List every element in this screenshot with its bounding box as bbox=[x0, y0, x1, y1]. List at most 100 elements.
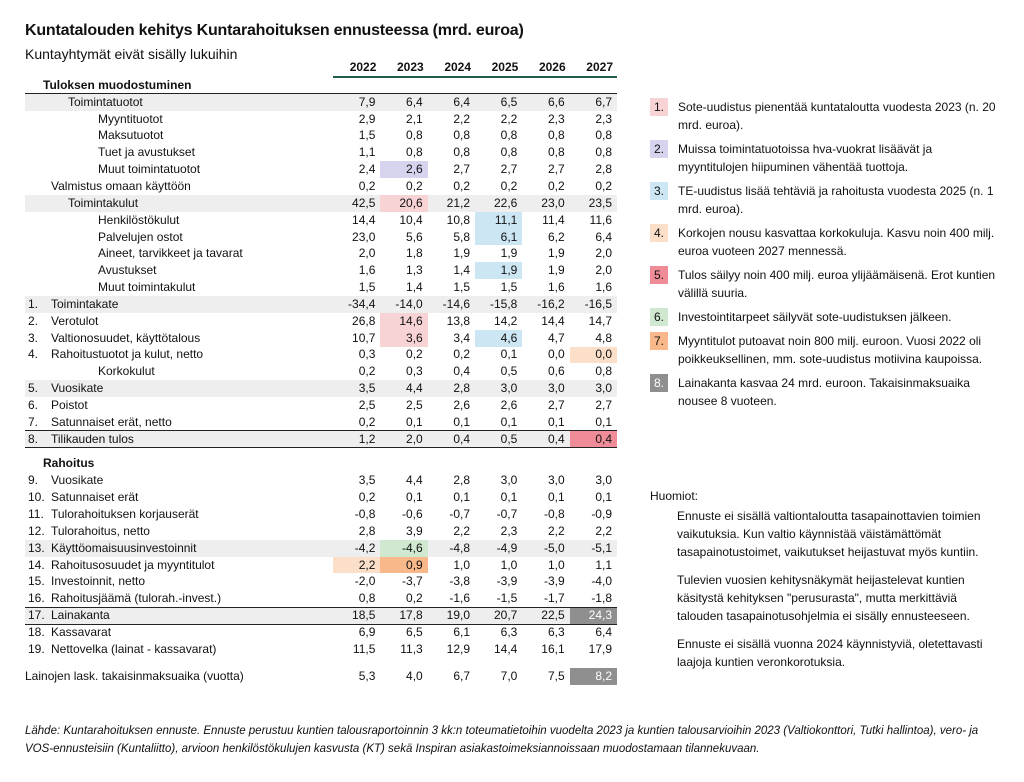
value-cell: 0,2 bbox=[500, 178, 518, 193]
page-title: Kuntatalouden kehitys Kuntarahoituksen e… bbox=[25, 22, 524, 39]
value-cell: 0,3 bbox=[406, 364, 423, 379]
empty-cell bbox=[380, 456, 427, 473]
table-row: 14. Rahoitusosuudet ja myyntitulot 2,2 0,9 1… bbox=[25, 556, 617, 574]
value-cell: -0,6 bbox=[402, 507, 423, 522]
value-cell: 0,8 bbox=[453, 128, 471, 143]
row-label: Valmistus omaan käyttöön bbox=[51, 178, 191, 193]
value-cell: -14,0 bbox=[380, 295, 428, 313]
value-cell: 7,9 bbox=[333, 93, 381, 111]
value-cell: -0,7 bbox=[496, 507, 518, 522]
note-text: Investointitarpeet säilyvät sote-uudistu… bbox=[678, 310, 952, 324]
value-cell: 5,6 bbox=[406, 229, 423, 244]
value-cell: 2,2 bbox=[333, 556, 381, 574]
value-cell: 4,4 bbox=[380, 380, 428, 398]
value-cell: 2,0 bbox=[595, 246, 612, 261]
value-cell: 2,7 bbox=[547, 162, 565, 177]
value-cell: 1,2 bbox=[333, 430, 381, 449]
value-cell: 2,7 bbox=[595, 397, 612, 412]
value-cell: -0,8 bbox=[354, 507, 376, 522]
row-label-cell: 1. Toimintakate bbox=[25, 295, 334, 313]
value-cell: 2,2 bbox=[500, 111, 518, 126]
value-cell: 0,8 bbox=[547, 145, 565, 160]
row-label: Satunnaiset erät bbox=[51, 490, 139, 505]
value-cell: -16,2 bbox=[522, 295, 570, 313]
note-text: TE-uudistus lisää tehtäviä ja rahoitusta… bbox=[678, 184, 994, 216]
value-cell: 1,0 bbox=[453, 557, 471, 572]
row-label-cell: 6. Poistot bbox=[25, 397, 333, 414]
note-badge: 3. bbox=[650, 182, 668, 200]
row-label-cell: 14. Rahoitusosuudet ja myyntitulot bbox=[25, 557, 333, 574]
value-cell: 0,5 bbox=[475, 430, 523, 449]
value-cell: 2,6 bbox=[380, 161, 428, 179]
value-cell: 2,0 bbox=[358, 246, 376, 261]
row-label: Poistot bbox=[51, 397, 88, 412]
value-cell: 1,6 bbox=[358, 263, 376, 278]
value-cell: -5,0 bbox=[522, 539, 570, 557]
row-label-cell: 19. Nettovelka (lainat - kassavarat) bbox=[25, 641, 333, 658]
row-label-cell: Myyntituotot bbox=[25, 111, 333, 128]
row-number: 8. bbox=[28, 431, 39, 446]
table-row: Muut toimintatuotot 2,4 2,6 2,7 2,7 2,7 2,8 bbox=[25, 161, 617, 179]
value-cell: 2,8 bbox=[453, 473, 471, 488]
value-cell: 0,4 bbox=[522, 430, 570, 449]
table-row: Maksutuotot 1,5 0,8 0,8 0,8 0,8 0,8 bbox=[25, 128, 617, 145]
value-cell: 1,1 bbox=[595, 557, 612, 572]
row-label: Tuet ja avustukset bbox=[98, 145, 195, 160]
row-label-cell: Korkokulut bbox=[25, 363, 333, 380]
remarks-block: Huomiot: Ennuste ei sisällä valtiontalou… bbox=[650, 487, 1000, 681]
table-row: 2. Verotulot 26,8 14,6 13,8 14,2 14,4 14,7 bbox=[25, 312, 617, 330]
table-row: Palvelujen ostot 23,0 5,6 5,8 6,1 6,2 6,4 bbox=[25, 228, 617, 246]
empty-cell bbox=[428, 456, 475, 473]
value-cell: 2,7 bbox=[453, 162, 471, 177]
value-cell: 1,9 bbox=[500, 246, 518, 261]
row-label: Nettovelka (lainat - kassavarat) bbox=[51, 641, 217, 656]
row-label-cell: Lainojen lask. takaisinmaksuaika (vuotta… bbox=[25, 668, 333, 685]
row-number: 15. bbox=[28, 574, 45, 589]
empty-cell bbox=[380, 77, 427, 94]
note-item: 6. Investointitarpeet säilyvät sote-uudis… bbox=[650, 308, 1000, 326]
value-cell: 4,4 bbox=[406, 473, 423, 488]
row-number: 10. bbox=[28, 490, 45, 505]
value-cell: 2,2 bbox=[547, 523, 565, 538]
value-cell: 1,6 bbox=[547, 280, 565, 295]
value-cell: 12,9 bbox=[446, 641, 471, 656]
row-label-cell: Muut toimintakulut bbox=[25, 279, 333, 296]
row-label: Henkilöstökulut bbox=[98, 212, 180, 227]
section-heading-row: Rahoitus bbox=[25, 456, 617, 473]
row-label-cell: 3. Valtionosuudet, käyttötalous bbox=[25, 330, 333, 347]
row-number: 11. bbox=[28, 507, 44, 522]
row-label-cell: Muut toimintatuotot bbox=[25, 161, 333, 178]
empty-cell bbox=[475, 456, 522, 473]
table-row: 16. Rahoitusjäämä (tulorah.-invest.) 0,8 0,… bbox=[25, 590, 617, 607]
row-label: Tilikauden tulos bbox=[51, 431, 134, 446]
row-label: Korkokulut bbox=[98, 364, 155, 379]
value-cell: -2,0 bbox=[354, 574, 376, 589]
value-cell: 10,8 bbox=[446, 212, 471, 227]
forecast-table: 2022 2023 2024 2025 2026 2027 Tuloksen m… bbox=[25, 59, 617, 685]
table-row: Myyntituotot 2,9 2,1 2,2 2,2 2,3 2,3 bbox=[25, 111, 617, 128]
table-row: Lainojen lask. takaisinmaksuaika (vuotta… bbox=[25, 667, 617, 685]
table-row: 4. Rahoitustuotot ja kulut, netto 0,3 0,2 0,… bbox=[25, 346, 617, 364]
row-label-cell: 5. Vuosikate bbox=[25, 380, 334, 398]
value-cell: 4,8 bbox=[595, 330, 612, 345]
row-number: 5. bbox=[28, 381, 39, 396]
value-cell: 0,8 bbox=[547, 128, 565, 143]
value-cell: 0,9 bbox=[380, 556, 428, 574]
value-cell: -3,7 bbox=[402, 574, 423, 589]
value-cell: 20,6 bbox=[380, 194, 428, 212]
value-cell: 1,0 bbox=[500, 557, 518, 572]
row-label: Käyttöomaisuusinvestoinnit bbox=[51, 540, 197, 555]
note-text: Lainakanta kasvaa 24 mrd. euroon. Takais… bbox=[678, 376, 970, 408]
value-cell: 2,2 bbox=[453, 111, 471, 126]
value-cell: 1,4 bbox=[406, 280, 423, 295]
value-cell: -4,8 bbox=[427, 539, 476, 557]
value-cell: -4,6 bbox=[380, 539, 428, 557]
table-row: Henkilöstökulut 14,4 10,4 10,8 11,1 11,4 11,6 bbox=[25, 211, 617, 229]
value-cell: 2,0 bbox=[595, 263, 612, 278]
value-cell: 0,1 bbox=[406, 490, 423, 505]
row-label-cell: Valmistus omaan käyttöön bbox=[25, 178, 333, 195]
value-cell: 7,5 bbox=[547, 668, 565, 683]
value-cell: 2,3 bbox=[547, 111, 565, 126]
row-number: 12. bbox=[28, 523, 45, 538]
value-cell: -3,9 bbox=[543, 574, 565, 589]
